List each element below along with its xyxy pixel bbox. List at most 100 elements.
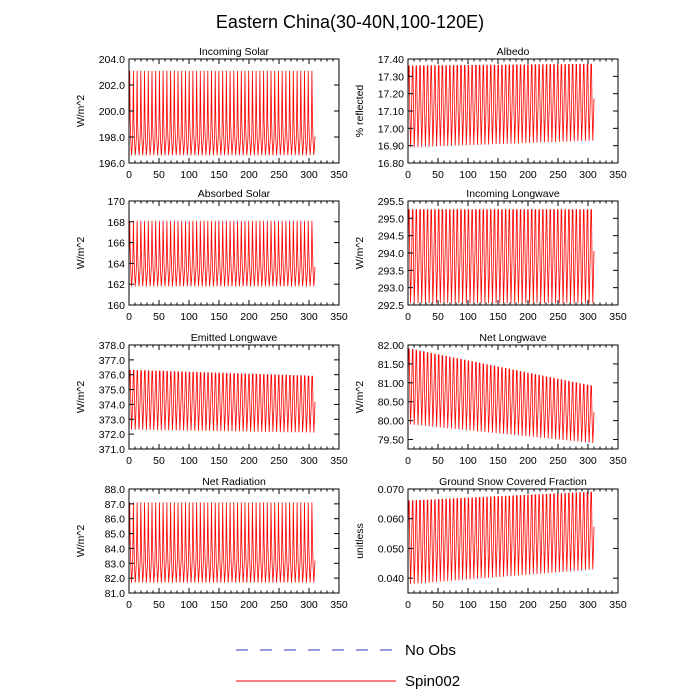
x-tick-label: 150: [210, 311, 228, 323]
x-tick-label: 300: [579, 599, 597, 611]
panel-incoming-solar: Incoming Solar W/m^2 0 50 100 150 200 250 300 350…: [75, 46, 348, 181]
x-tick-label: 100: [459, 311, 477, 323]
x-tick-label: 150: [489, 455, 507, 467]
series-line: [408, 209, 595, 304]
x-tick-label: 100: [459, 599, 477, 611]
y-tick-label: 81.0: [105, 588, 126, 600]
x-tick-label: 250: [270, 455, 288, 467]
y-tick-label: 295.5: [378, 196, 404, 208]
y-tick-label: 83.0: [105, 558, 126, 570]
plot-frame: [128, 200, 340, 306]
x-tick-label: 200: [240, 599, 258, 611]
panel-albedo: Albedo % reflected 0 50 100 150 200 250 300 350 16…: [354, 46, 627, 181]
y-tick-label: 82.00: [378, 340, 404, 352]
x-tick-label: 50: [432, 169, 444, 181]
y-tick-label: 168: [107, 217, 125, 229]
panel-title: Incoming Solar: [199, 46, 270, 58]
x-tick-label: 300: [579, 311, 597, 323]
panel-net-radiation: Net Radiation W/m^2 0 50 100 150 200 250 300 350 8…: [75, 476, 348, 611]
y-tick-label: 372.0: [99, 429, 125, 441]
y-tick-label: 377.0: [99, 355, 125, 367]
y-tick-label: 373.0: [99, 414, 125, 426]
x-tick-label: 150: [489, 169, 507, 181]
x-tick-label: 0: [405, 311, 411, 323]
legend-no-obs-label: No Obs: [405, 642, 456, 659]
y-tick-label: 200.0: [99, 106, 125, 118]
y-tick-label: 375.0: [99, 385, 125, 397]
x-tick-label: 300: [300, 455, 318, 467]
x-tick-label: 350: [330, 599, 348, 611]
y-tick-label: 80.00: [378, 416, 404, 428]
x-tick-label: 100: [180, 455, 198, 467]
series-line: [129, 369, 316, 433]
x-tick-label: 50: [432, 311, 444, 323]
x-tick-label: 200: [519, 599, 537, 611]
panel-ground-snow-covered-fraction: Ground Snow Covered Fraction unitless 0 50 1…: [354, 476, 627, 611]
y-tick-label: 292.5: [378, 300, 404, 312]
x-tick-label: 350: [609, 455, 627, 467]
x-tick-label: 150: [210, 599, 228, 611]
y-tick-label: 371.0: [99, 444, 125, 456]
y-tick-label: 170: [107, 196, 125, 208]
series-line: [129, 70, 316, 156]
x-tick-label: 250: [549, 311, 567, 323]
y-tick-label: 162: [107, 279, 125, 291]
y-axis-label: W/m^2: [354, 381, 366, 414]
y-tick-label: 17.40: [378, 54, 404, 66]
series-line: [408, 348, 595, 443]
x-tick-label: 150: [489, 599, 507, 611]
x-tick-label: 0: [126, 169, 132, 181]
x-tick-label: 0: [126, 599, 132, 611]
y-tick-label: 160: [107, 300, 125, 312]
x-tick-label: 150: [210, 455, 228, 467]
legend: No Obs Spin002: [236, 642, 460, 690]
y-axis-label: W/m^2: [75, 237, 87, 270]
panel-title: Emitted Longwave: [191, 332, 278, 344]
x-tick-label: 250: [549, 169, 567, 181]
plot-frame: [128, 344, 340, 450]
x-tick-label: 200: [519, 455, 537, 467]
y-axis-label: W/m^2: [75, 525, 87, 558]
y-tick-label: 376.0: [99, 370, 125, 382]
x-tick-label: 100: [180, 169, 198, 181]
plot-frame: [407, 344, 619, 450]
x-tick-label: 50: [153, 455, 165, 467]
x-tick-label: 50: [153, 599, 165, 611]
y-axis-label: W/m^2: [354, 237, 366, 270]
y-tick-label: 204.0: [99, 54, 125, 66]
panel-incoming-longwave: Incoming Longwave W/m^2 0 50 100 150 200 250 300…: [354, 188, 627, 323]
x-tick-label: 300: [579, 169, 597, 181]
y-tick-label: 85.0: [105, 529, 126, 541]
x-tick-label: 300: [300, 169, 318, 181]
x-tick-label: 300: [579, 455, 597, 467]
y-tick-label: 294.5: [378, 231, 404, 243]
y-tick-label: 88.0: [105, 484, 126, 496]
legend-spin002-label: Spin002: [405, 673, 460, 690]
panel-net-longwave: Net Longwave W/m^2 0 50 100 150 200 250 300 350 79…: [354, 332, 627, 467]
y-tick-label: 81.00: [378, 378, 404, 390]
panel-emitted-longwave: Emitted Longwave W/m^2 0 50 100 150 200 250 300 3…: [75, 332, 348, 467]
y-tick-label: 0.040: [378, 573, 404, 585]
x-tick-label: 50: [153, 169, 165, 181]
series-line: [408, 491, 595, 585]
y-tick-label: 87.0: [105, 499, 126, 511]
x-tick-label: 200: [519, 311, 537, 323]
x-tick-label: 200: [240, 169, 258, 181]
y-tick-label: 81.50: [378, 359, 404, 371]
x-tick-label: 0: [405, 455, 411, 467]
y-tick-label: 79.50: [378, 435, 404, 447]
y-tick-label: 378.0: [99, 340, 125, 352]
x-tick-label: 200: [519, 169, 537, 181]
panel-absorbed-solar: Absorbed Solar W/m^2 0 50 100 150 200 250 300 350…: [75, 188, 348, 323]
x-tick-label: 100: [459, 169, 477, 181]
x-tick-label: 0: [405, 169, 411, 181]
x-tick-label: 50: [432, 455, 444, 467]
x-tick-label: 100: [459, 455, 477, 467]
plot-frame: [407, 488, 619, 594]
x-tick-label: 100: [180, 599, 198, 611]
y-tick-label: 80.50: [378, 397, 404, 409]
x-tick-label: 50: [432, 599, 444, 611]
y-axis-label: W/m^2: [75, 381, 87, 414]
figure-title: Eastern China(30-40N,100-120E): [216, 12, 484, 32]
y-tick-label: 16.80: [378, 158, 404, 170]
